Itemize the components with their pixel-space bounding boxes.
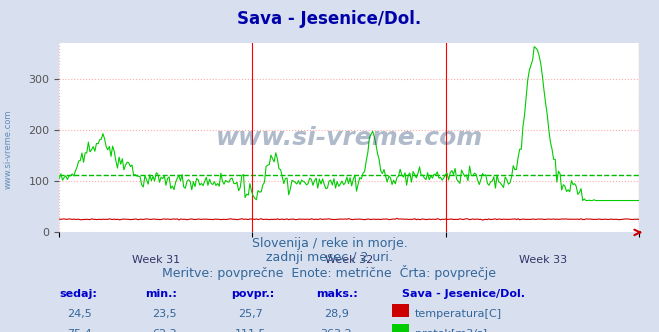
Text: 62,3: 62,3 <box>152 329 177 332</box>
Text: 111,5: 111,5 <box>235 329 266 332</box>
Text: sedaj:: sedaj: <box>59 289 97 299</box>
Text: min.:: min.: <box>145 289 177 299</box>
Text: Week 32: Week 32 <box>325 255 374 265</box>
Text: 24,5: 24,5 <box>67 309 92 319</box>
Text: 23,5: 23,5 <box>152 309 177 319</box>
Text: pretok[m3/s]: pretok[m3/s] <box>415 329 487 332</box>
Text: 363,2: 363,2 <box>320 329 352 332</box>
Text: temperatura[C]: temperatura[C] <box>415 309 502 319</box>
Text: www.si-vreme.com: www.si-vreme.com <box>3 110 13 189</box>
Text: 28,9: 28,9 <box>324 309 349 319</box>
Text: Week 31: Week 31 <box>132 255 180 265</box>
Text: Week 33: Week 33 <box>519 255 567 265</box>
Text: www.si-vreme.com: www.si-vreme.com <box>215 126 483 150</box>
Text: povpr.:: povpr.: <box>231 289 274 299</box>
Text: Sava - Jesenice/Dol.: Sava - Jesenice/Dol. <box>402 289 525 299</box>
Text: zadnji mesec / 2 uri.: zadnji mesec / 2 uri. <box>266 251 393 264</box>
Text: Meritve: povprečne  Enote: metrične  Črta: povprečje: Meritve: povprečne Enote: metrične Črta:… <box>163 265 496 280</box>
Text: 75,4: 75,4 <box>67 329 92 332</box>
Text: maks.:: maks.: <box>316 289 358 299</box>
Text: Slovenija / reke in morje.: Slovenija / reke in morje. <box>252 237 407 250</box>
Text: Sava - Jesenice/Dol.: Sava - Jesenice/Dol. <box>237 10 422 28</box>
Text: 25,7: 25,7 <box>238 309 263 319</box>
